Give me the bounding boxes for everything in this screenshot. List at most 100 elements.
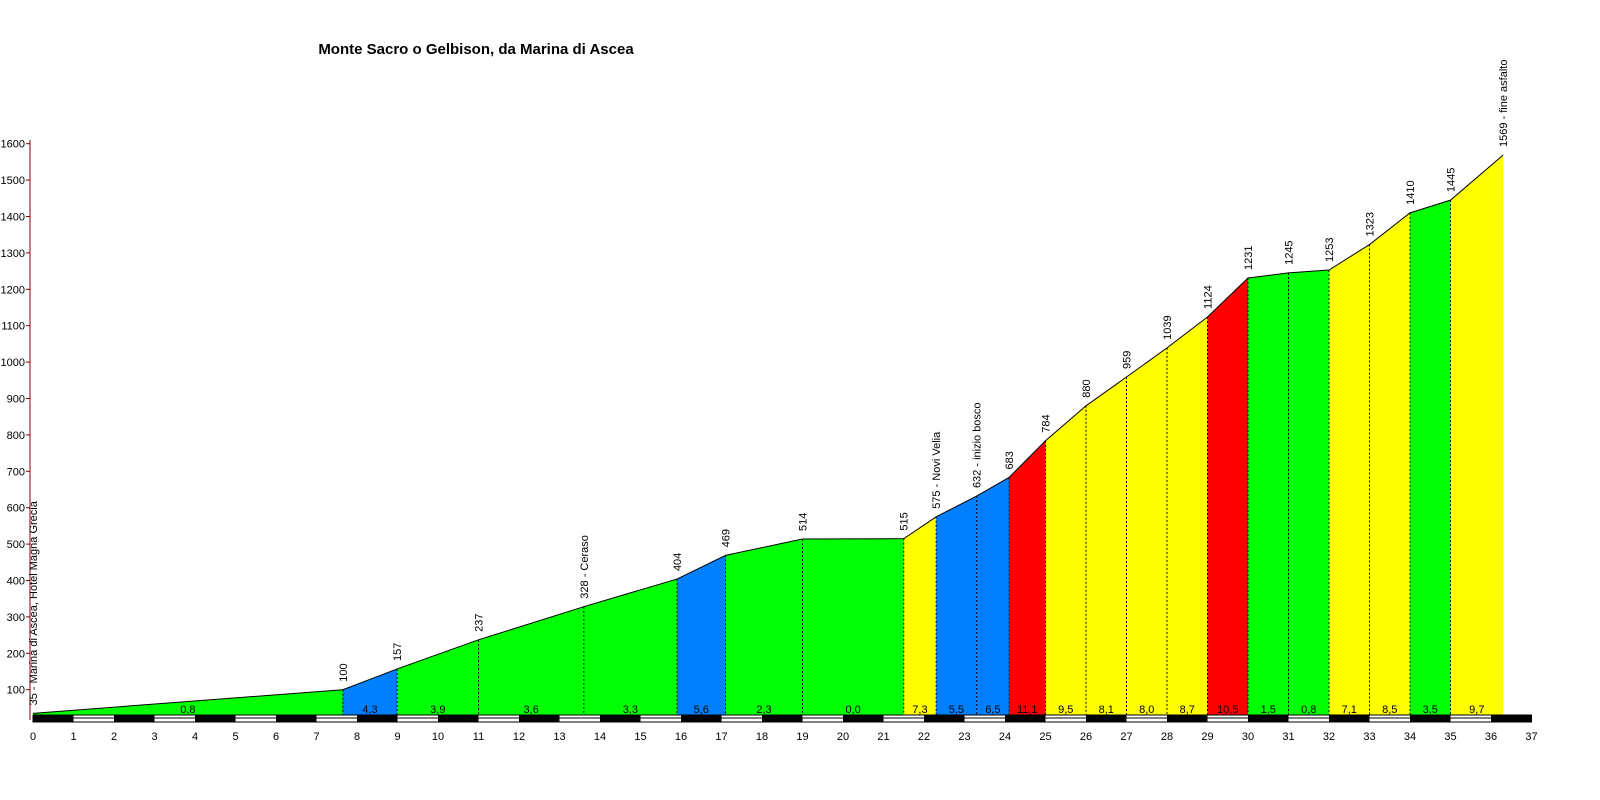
y-tick-label: 1300 (1, 248, 25, 260)
segment-area-21 (1369, 212, 1410, 718)
x-tick-label: 11 (473, 731, 484, 743)
x-tick-label: 37 (1525, 731, 1537, 743)
grade-label: 0,0 (845, 704, 860, 716)
segment-area-14 (1086, 377, 1127, 717)
elevation-label: 1410 (1405, 180, 1417, 204)
x-tick-label: 19 (796, 731, 808, 743)
segment-area-4 (478, 606, 584, 717)
y-tick-label: 300 (7, 612, 25, 624)
elevation-label: 100 (338, 663, 350, 681)
grade-label: 0,8 (1301, 704, 1316, 716)
x-tick-label: 9 (394, 731, 400, 743)
x-tick-label: 35 (1444, 731, 1456, 743)
x-tick-label: 0 (30, 731, 36, 743)
x-tick-label: 3 (151, 731, 157, 743)
grade-label: 4,3 (362, 704, 377, 716)
elevation-label: 784 (1041, 414, 1053, 432)
elevation-label: 328 - Ceraso (579, 535, 591, 599)
x-tick-label: 23 (958, 731, 970, 743)
y-tick-label: 1000 (1, 357, 25, 369)
grade-label: 5,5 (949, 704, 964, 716)
segment-area-15 (1126, 347, 1167, 717)
x-tick-label: 22 (918, 731, 930, 743)
grade-label: 2,3 (756, 704, 771, 716)
elevation-label: 515 (899, 512, 911, 530)
elevation-label: 1323 (1365, 212, 1377, 236)
elevation-label: 683 (1004, 451, 1016, 469)
x-tick-label: 2 (111, 731, 117, 743)
elevation-label: 237 (474, 613, 486, 631)
grade-label: 8,5 (1382, 704, 1397, 716)
grade-label: 3,5 (1423, 704, 1438, 716)
profile-segments (33, 154, 1504, 718)
x-tick-label: 33 (1363, 731, 1375, 743)
x-tick-label: 1 (70, 731, 76, 743)
segment-area-2 (342, 668, 398, 717)
grade-label: 8,7 (1180, 704, 1195, 716)
y-tick-label: 200 (7, 648, 25, 660)
x-tick-label: 8 (354, 731, 360, 743)
x-axis-ticks: 0 1 2 3 4 5 6 7 8 9 10 11 12 13 14 15 16 17 18 19 20 21 22 23 24… (30, 731, 1538, 743)
elevation-label: 1039 (1162, 315, 1174, 339)
x-tick-label: 10 (432, 731, 444, 743)
y-axis-ticks: 100 200 300 400 500 600 700 800 900 1000 1100 1200 1… (1, 139, 30, 697)
elevation-label: 157 (392, 643, 404, 661)
grade-label: 9,5 (1058, 704, 1073, 716)
segment-area-18 (1248, 272, 1289, 717)
x-tick-label: 20 (837, 731, 849, 743)
x-tick-label: 5 (232, 731, 238, 743)
y-tick-label: 700 (7, 466, 25, 478)
grade-labels: 0,8 4,3 3,9 3,6 3,3 5,6 2,3 0,0 7,3 5,5 6,5 11,1 9,5… (180, 704, 1484, 716)
y-tick-label: 1200 (1, 284, 25, 296)
x-tick-label: 36 (1485, 731, 1497, 743)
y-tick-label: 800 (7, 430, 25, 442)
segment-area-8 (802, 538, 904, 717)
x-tick-label: 6 (273, 731, 279, 743)
elevation-label: 469 (721, 529, 733, 547)
elevation-label: 1253 (1324, 238, 1336, 262)
segment-area-11 (976, 477, 1010, 717)
grade-label: 7,3 (912, 704, 927, 716)
grade-label: 3,9 (430, 704, 445, 716)
grade-label: 1,5 (1261, 704, 1276, 716)
grade-label: 7,1 (1342, 704, 1357, 716)
segment-area-22 (1410, 200, 1451, 717)
segment-area-10 (936, 496, 977, 717)
segment-area-3 (397, 639, 479, 717)
elevation-label: 1231 (1243, 246, 1255, 270)
x-tick-label: 15 (634, 731, 646, 743)
y-tick-label: 1100 (1, 321, 25, 333)
y-tick-label: 500 (7, 539, 25, 551)
x-tick-label: 34 (1404, 731, 1416, 743)
segment-area-13 (1045, 405, 1086, 717)
segment-area-9 (903, 516, 937, 717)
segment-area-17 (1207, 278, 1248, 717)
y-tick-label: 100 (7, 685, 25, 697)
x-tick-label: 12 (513, 731, 525, 743)
x-tick-label: 17 (715, 731, 727, 743)
y-tick-label: 900 (7, 394, 25, 406)
y-tick-label: 1500 (1, 175, 25, 187)
x-tick-label: 24 (999, 731, 1011, 743)
x-tick-label: 27 (1120, 731, 1132, 743)
elevation-label: 404 (672, 553, 684, 571)
segment-area-23 (1450, 154, 1504, 717)
segment-area-19 (1288, 270, 1329, 717)
segment-area-12 (1009, 440, 1046, 717)
elevation-labels: 35 - Marina di Ascea, Hotel Magna Grecia… (28, 60, 1510, 706)
segment-dividers (342, 200, 1451, 717)
elevation-label: 632 - inizio bosco (972, 402, 984, 488)
y-tick-label: 600 (7, 503, 25, 515)
grade-label: 5,6 (694, 704, 709, 716)
x-tick-label: 4 (192, 731, 198, 743)
y-tick-label: 400 (7, 576, 25, 588)
elevation-label: 575 - Novi Velia (931, 431, 943, 509)
elevation-label: 35 - Marina di Ascea, Hotel Magna Grecia (28, 500, 40, 705)
grade-label: 9,7 (1469, 704, 1484, 716)
segment-area-16 (1167, 316, 1208, 717)
x-tick-label: 16 (675, 731, 687, 743)
segment-area-20 (1329, 244, 1370, 717)
x-tick-label: 26 (1080, 731, 1092, 743)
grade-label: 10,5 (1217, 704, 1238, 716)
